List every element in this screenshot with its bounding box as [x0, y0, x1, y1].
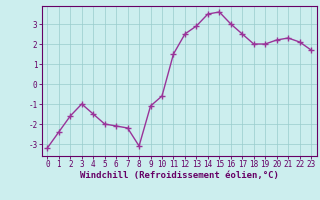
X-axis label: Windchill (Refroidissement éolien,°C): Windchill (Refroidissement éolien,°C) — [80, 171, 279, 180]
